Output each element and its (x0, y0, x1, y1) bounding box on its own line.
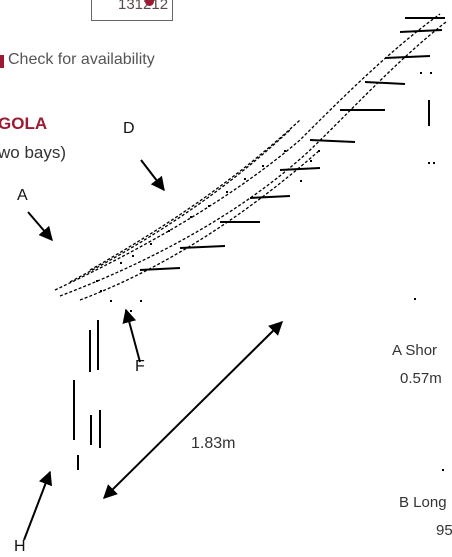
arrow-d (140, 159, 165, 192)
arrow-f (122, 308, 141, 363)
product-code-box (91, 0, 173, 21)
label-a: A (17, 187, 28, 204)
label-d: D (123, 120, 135, 137)
arrow-a (27, 211, 53, 242)
pergola-beam (54, 13, 447, 301)
legend-a-label: A Shor (392, 342, 438, 359)
product-bays: wo bays) (0, 143, 67, 162)
legend-b-label: B Long (399, 494, 447, 511)
label-h: H (14, 538, 26, 555)
availability-marker (0, 55, 4, 68)
left-posts (73, 320, 101, 470)
availability-status-dot (145, 0, 154, 6)
arrow-h (23, 470, 53, 541)
label-f: F (135, 358, 145, 375)
product-code: 131212 (118, 0, 169, 13)
dimension-length: 1.83m (191, 435, 236, 452)
availability-link[interactable]: Check for availability (8, 51, 155, 68)
dimension-arrow (103, 321, 283, 499)
product-name: GOLA (0, 114, 48, 133)
sketch-dots (96, 72, 444, 471)
legend-a-value: 0.57m (400, 370, 442, 387)
pergola-rafters (139, 17, 445, 271)
legend-b-value: 95 (436, 522, 452, 539)
